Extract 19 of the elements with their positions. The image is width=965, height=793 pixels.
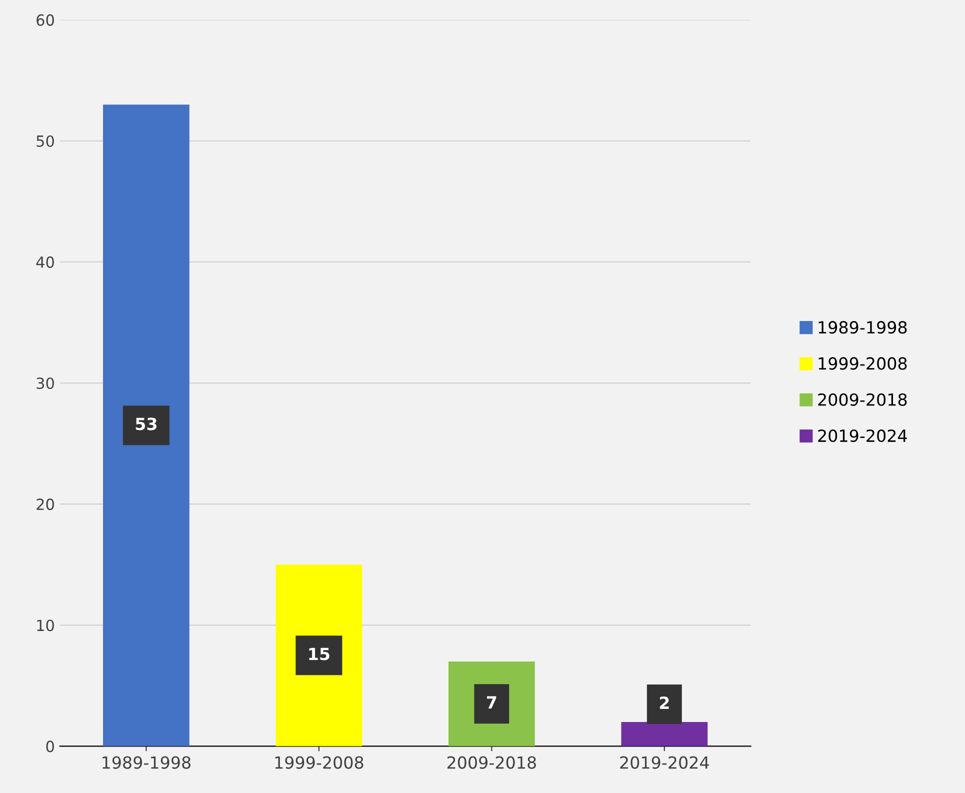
y-tick-label: 0: [46, 740, 54, 752]
data-label: 7: [486, 696, 496, 708]
legend-label: 1989-1998: [818, 321, 907, 334]
y-tick-label: 10: [37, 620, 54, 632]
legend-label: 2009-2018: [818, 393, 907, 406]
x-tick-label: 1999-2008: [275, 756, 364, 769]
x-tick-label: 2009-2018: [447, 756, 536, 769]
y-tick-label: 30: [36, 377, 54, 390]
y-tick-label: 50: [36, 135, 54, 147]
legend-label: 1999-2008: [818, 357, 907, 370]
x-tick-label: 2019-2024: [620, 756, 709, 769]
y-tick-label: 60: [36, 14, 54, 26]
data-label: 15: [309, 648, 330, 660]
y-tick-label: 20: [36, 498, 54, 510]
data-label: 53: [136, 418, 156, 430]
legend-label: 2019-2024: [818, 429, 907, 442]
data-label: 2: [660, 696, 669, 709]
y-tick-label: 40: [36, 256, 54, 268]
x-tick-label: 1989-1998: [102, 756, 190, 769]
